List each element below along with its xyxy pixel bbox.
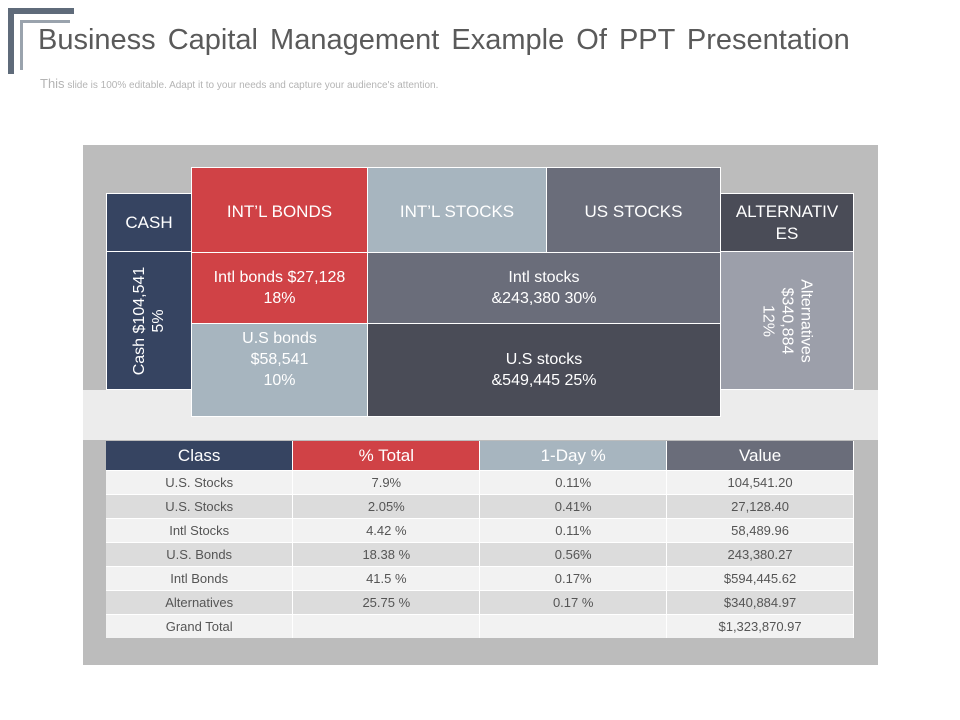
cash-cell-text: Cash $104,541 5% [130,266,168,375]
corner-accent-horizontal [8,8,74,14]
table-cell: 0.11% [479,470,668,495]
table-cell: $340,884.97 [666,590,854,615]
table-cell: 0.17% [479,566,668,591]
alternatives-value: $340,884 [778,287,796,354]
alternatives-header: ALTERNATIV ES [720,193,854,252]
table-cell: U.S. Stocks [106,470,294,495]
intl-stocks-cell: Intl stocks &243,380 30% [367,252,721,324]
table-cell: Grand Total [106,614,294,638]
alternatives-percent: 12% [759,304,777,337]
table-header-row: Class % Total 1-Day % Value [106,441,854,471]
intl-bonds-value: Intl bonds $27,128 [213,269,346,286]
table-cell: Intl Stocks [106,518,294,543]
allocation-table: Class % Total 1-Day % Value U.S. Stocks 7… [106,441,854,638]
cash-header-label: CASH [125,212,173,232]
table-cell [479,614,668,638]
intl-stocks-value: &243,380 30% [491,290,597,307]
table-cell: 18.38 % [292,542,481,567]
column-header: % Total [292,441,481,471]
intl-bonds-cell: Intl bonds $27,128 18% [191,252,368,324]
table-cell: 7.9% [292,470,481,495]
table-row: Alternatives 25.75 % 0.17 % $340,884.97 [106,590,854,615]
alternatives-header-line2: ES [775,223,799,243]
intl-bonds-header-label: INT’L BONDS [226,202,333,221]
alternatives-cell: Alternatives $340,884 12% [720,251,854,390]
table-cell: 41.5 % [292,566,481,591]
table-cell: U.S. Stocks [106,494,294,519]
table-cell: $1,323,870.97 [666,614,854,638]
intl-stocks-label: Intl stocks [508,269,580,286]
table-body: U.S. Stocks 7.9% 0.11% 104,541.20 U.S. Stock… [106,470,854,638]
table-row: U.S. Stocks 7.9% 0.11% 104,541.20 [106,470,854,495]
us-bonds-percent: 10% [263,372,296,389]
cash-cell: Cash $104,541 5% [106,251,192,390]
table-cell: Intl Bonds [106,566,294,591]
us-bonds-value: $58,541 [250,351,309,368]
cash-value: Cash $104,541 [131,266,148,375]
table-cell: 243,380.27 [666,542,854,567]
table-cell: 0.41% [479,494,668,519]
us-bonds-cell: U.S bonds $58,541 10% [191,323,368,417]
table-cell: 0.56% [479,542,668,567]
table-row: Intl Bonds 41.5 % 0.17% $594,445.62 [106,566,854,591]
table-cell: 2.05% [292,494,481,519]
corner-accent-inner-horizontal [20,20,70,23]
table-cell: 58,489.96 [666,518,854,543]
slide-title: Business Capital Management Example Of P… [38,24,850,56]
column-header: Class [106,441,294,471]
table-cell: 0.11% [479,518,668,543]
us-stocks-cell: U.S stocks &549,445 25% [367,323,721,417]
intl-stocks-header-label: INT’L STOCKS [399,202,515,221]
column-header: 1-Day % [479,441,668,471]
table-cell: Alternatives [106,590,294,615]
alternatives-label: Alternatives [797,278,815,363]
table-row: Grand Total $1,323,870.97 [106,614,854,638]
table-cell: 25.75 % [292,590,481,615]
us-stocks-label: U.S stocks [505,351,583,368]
corner-accent-inner-vertical [20,20,23,70]
cash-header: CASH [106,193,192,252]
alternatives-header-line1: ALTERNATIV [735,201,839,221]
table-row: U.S. Bonds 18.38 % 0.56% 243,380.27 [106,542,854,567]
cash-percent: 5% [150,308,167,333]
column-header: Value [666,441,854,471]
us-stocks-header-label: US STOCKS [584,202,683,221]
table-cell: 104,541.20 [666,470,854,495]
table-cell: U.S. Bonds [106,542,294,567]
table-row: U.S. Stocks 2.05% 0.41% 27,128.40 [106,494,854,519]
corner-accent-vertical [8,8,14,74]
table-cell: 27,128.40 [666,494,854,519]
us-bonds-label: U.S bonds [242,330,317,347]
intl-stocks-header: INT’L STOCKS [367,167,547,253]
us-stocks-value: &549,445 25% [491,372,597,389]
alternatives-cell-text: Alternatives $340,884 12% [759,279,816,363]
intl-bonds-header: INT’L BONDS [191,167,368,253]
subtitle-lead: This [40,76,65,91]
table-cell: 0.17 % [479,590,668,615]
us-stocks-header: US STOCKS [546,167,721,253]
table-cell: $594,445.62 [666,566,854,591]
slide-subtitle: This slide is 100% editable. Adapt it to… [40,76,438,91]
intl-bonds-percent: 18% [263,290,296,307]
table-cell [292,614,481,638]
table-row: Intl Stocks 4.42 % 0.11% 58,489.96 [106,518,854,543]
subtitle-rest: slide is 100% editable. Adapt it to your… [64,80,439,91]
table-cell: 4.42 % [292,518,481,543]
